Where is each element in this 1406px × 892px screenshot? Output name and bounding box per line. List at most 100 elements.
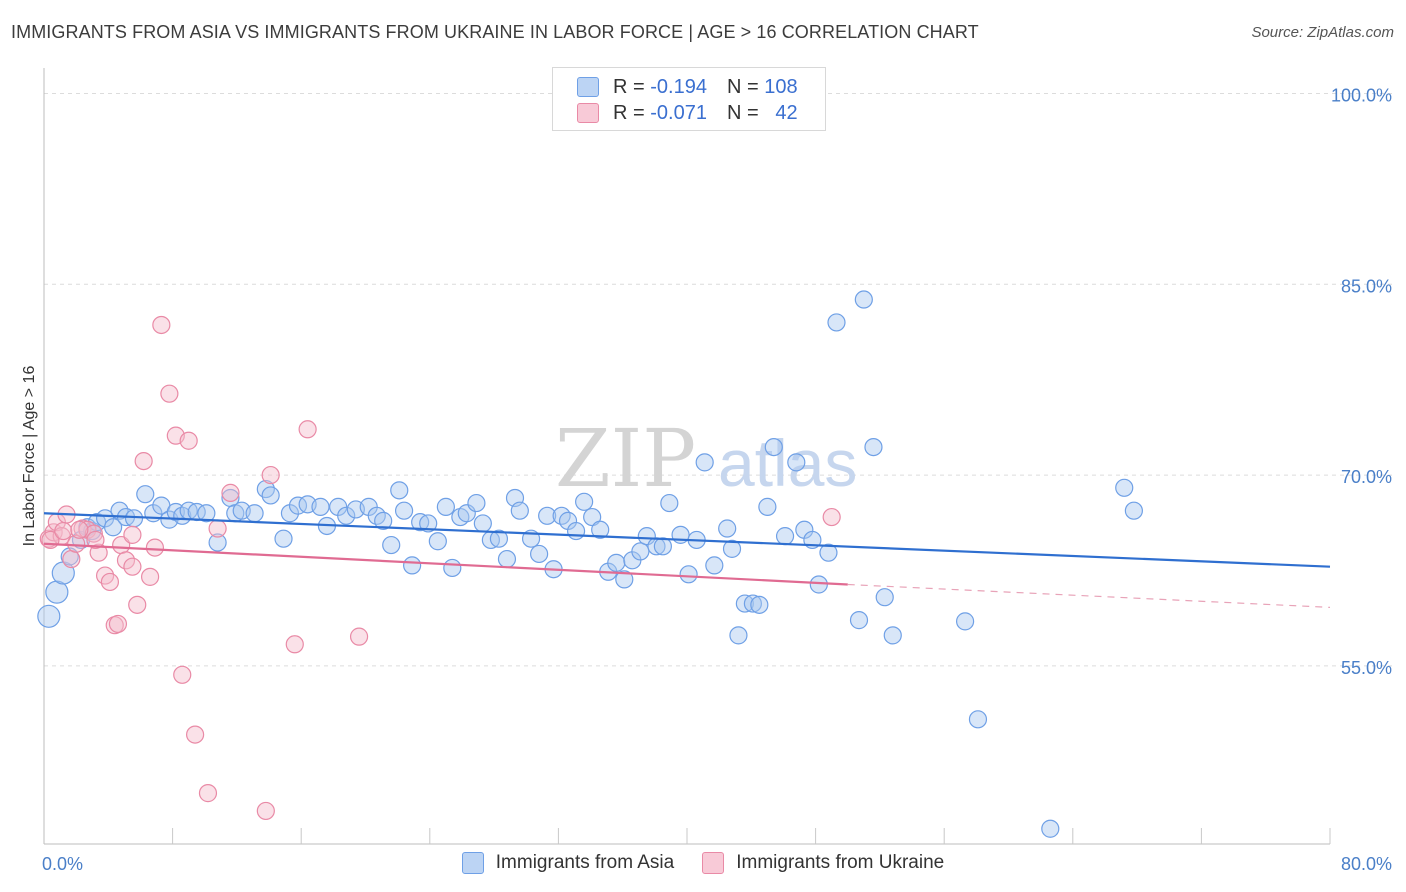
series-legend-swatch-asia xyxy=(461,852,484,874)
point-asia xyxy=(311,497,330,516)
source-attribution: Source: ZipAtlas.com xyxy=(1251,24,1394,41)
point-asia xyxy=(764,437,783,457)
point-ukraine xyxy=(822,507,841,527)
point-asia xyxy=(743,594,763,613)
point-asia xyxy=(679,565,698,584)
legend-n-label: N = xyxy=(726,75,759,98)
point-asia xyxy=(274,529,293,548)
point-asia xyxy=(497,549,517,569)
gridlines xyxy=(44,92,1392,667)
x-axis-ticks xyxy=(172,828,1331,844)
point-asia xyxy=(631,542,650,561)
point-ukraine xyxy=(221,483,240,502)
point-asia xyxy=(288,496,308,515)
point-asia xyxy=(809,575,828,594)
point-ukraine xyxy=(198,784,218,803)
legend-swatch-asia xyxy=(577,77,599,97)
series-legend: Immigrants from Asia Immigrants from Ukr… xyxy=(0,852,1406,874)
point-asia xyxy=(467,493,486,513)
point-asia xyxy=(261,486,280,505)
point-ukraine xyxy=(179,431,198,450)
series-legend-label-asia: Immigrants from Asia xyxy=(495,852,675,873)
point-asia xyxy=(1115,478,1134,497)
x-tick-label-min: 0.0% xyxy=(42,854,83,874)
legend-r-value-ukraine: -0.071 xyxy=(650,101,707,124)
point-asia xyxy=(775,527,795,546)
point-asia xyxy=(124,509,144,528)
point-asia xyxy=(530,544,549,564)
point-ukraine xyxy=(160,384,179,403)
series-legend-swatch-ukraine xyxy=(702,852,725,874)
correlation-legend: R = -0.194 N = 108 R = -0.071 N = 42 xyxy=(552,67,826,131)
point-ukraine xyxy=(123,525,142,544)
legend-swatch-ukraine xyxy=(577,103,599,123)
point-asia xyxy=(104,518,123,537)
point-asia xyxy=(473,514,492,533)
series-immigrants-from-asia xyxy=(37,290,1143,838)
point-asia xyxy=(390,481,409,500)
point-asia xyxy=(653,537,672,556)
point-ukraine xyxy=(84,524,103,543)
point-asia xyxy=(1041,819,1060,838)
legend-r-label: R = xyxy=(613,101,645,124)
point-asia xyxy=(1124,501,1143,520)
point-ukraine xyxy=(256,801,275,821)
point-asia xyxy=(607,553,626,572)
point-asia xyxy=(750,595,769,614)
point-asia xyxy=(510,501,529,520)
point-asia xyxy=(875,588,894,607)
watermark-zip: ZIP xyxy=(555,412,696,505)
point-ukraine xyxy=(349,627,369,646)
y-tick-label: 100.0% xyxy=(1331,85,1392,105)
trend-line-ukraine xyxy=(43,542,848,586)
point-asia xyxy=(538,506,557,525)
point-asia xyxy=(827,313,846,332)
chart-title: IMMIGRANTS FROM ASIA VS IMMIGRANTS FROM … xyxy=(11,22,979,42)
point-ukraine xyxy=(54,521,73,541)
legend-r-label: R = xyxy=(613,75,645,98)
point-asia xyxy=(705,556,724,575)
point-asia xyxy=(419,514,438,533)
x-tick-label-max: 80.0% xyxy=(1341,854,1392,874)
legend-row-asia: R = -0.194 N = 108 xyxy=(577,75,798,99)
point-asia xyxy=(758,497,777,516)
series-legend-label-ukraine: Immigrants from Ukraine xyxy=(736,852,945,873)
point-asia xyxy=(854,290,873,309)
point-ukraine xyxy=(62,549,81,569)
point-ukraine xyxy=(123,557,142,576)
trend-line-asia xyxy=(43,512,1331,568)
trend-lines xyxy=(43,512,1331,608)
point-asia xyxy=(245,504,264,523)
point-ukraine xyxy=(261,465,280,485)
point-asia xyxy=(718,519,737,538)
point-ukraine xyxy=(173,665,192,684)
point-ukraine xyxy=(100,572,120,592)
point-asia xyxy=(374,511,393,530)
point-asia xyxy=(849,611,869,630)
series-legend-item-ukraine: Immigrants from Ukraine xyxy=(702,852,944,874)
point-asia xyxy=(428,532,447,551)
point-ukraine xyxy=(140,567,160,586)
point-asia xyxy=(787,453,806,472)
point-asia xyxy=(382,535,401,555)
point-asia xyxy=(37,604,61,628)
point-asia xyxy=(883,626,902,645)
point-ukraine xyxy=(285,635,304,654)
point-asia xyxy=(337,506,356,525)
point-asia xyxy=(208,533,227,552)
y-tick-label: 55.0% xyxy=(1341,658,1392,678)
point-ukraine xyxy=(86,530,105,550)
point-asia xyxy=(695,453,714,472)
point-asia xyxy=(722,539,742,558)
point-ukraine xyxy=(145,538,165,557)
trend-line-ukraine-extrapolated xyxy=(847,583,1331,608)
legend-r-value-asia: -0.194 xyxy=(650,75,707,98)
point-asia xyxy=(489,529,509,548)
legend-n-label: N = xyxy=(726,101,759,124)
series-legend-item-asia: Immigrants from Asia xyxy=(461,852,675,874)
point-ukraine xyxy=(134,451,153,471)
point-ukraine xyxy=(108,614,128,634)
point-ukraine xyxy=(298,420,317,439)
y-axis-label: In Labor Force | Age > 16 xyxy=(21,366,38,547)
